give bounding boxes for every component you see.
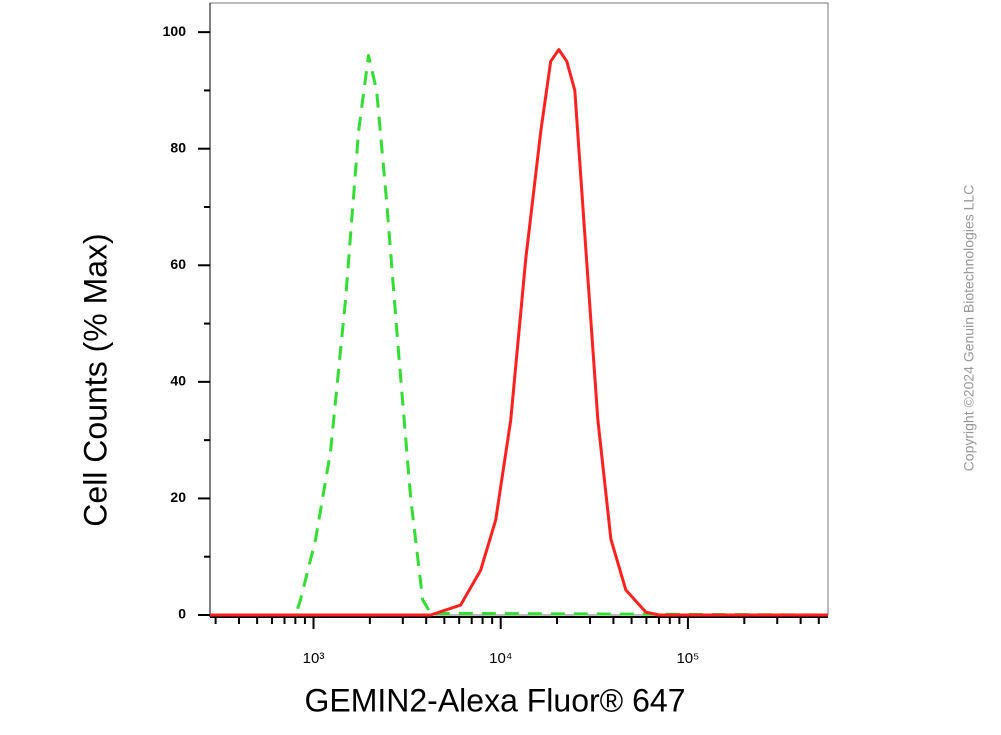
series-line — [210, 48, 828, 617]
x-axis-title: GEMIN2-Alexa Fluor® 647 — [304, 682, 685, 718]
copyright: Copyright ©2024 Genuin Biotechnologies L… — [961, 185, 977, 472]
series-line — [210, 54, 829, 617]
plot-frame — [209, 2, 829, 616]
y-tick-label: 20 — [170, 489, 186, 505]
y-tick-label: 0 — [178, 606, 186, 622]
x-tick-label: 10³ — [303, 650, 325, 667]
y-tick-label: 40 — [170, 373, 186, 389]
y-tick-label: 100 — [163, 23, 187, 39]
y-tick-label: 80 — [170, 139, 186, 155]
y-axis-title: Cell Counts (% Max) — [77, 233, 113, 526]
y-tick-label: 60 — [170, 256, 186, 272]
x-tick-label: 10⁵ — [676, 650, 699, 667]
x-tick-label: 10⁴ — [489, 650, 512, 667]
